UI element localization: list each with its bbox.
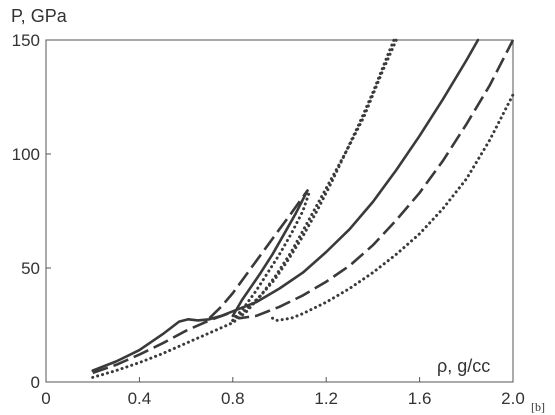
x-tick-label: 0	[41, 389, 50, 408]
y-tick-label: 0	[31, 373, 40, 392]
series-line-solid	[231, 189, 309, 318]
panel-label: [b]	[531, 400, 545, 414]
series-line-dashed	[92, 39, 515, 375]
x-tick-label: 1.6	[408, 389, 432, 408]
y-tick-label: 50	[21, 259, 40, 278]
y-tick-label: 150	[12, 31, 40, 50]
chart-labels: P, GPa ρ, g/cc [b]	[11, 6, 545, 414]
plot-frame	[45, 39, 514, 383]
series-line-dashed	[208, 189, 309, 320]
chart-axes: 0 0.4 0.8 1.2 1.6 2.0 0 50 100 150	[12, 31, 525, 408]
series-line-dotted	[231, 189, 312, 322]
y-tick-label: 100	[12, 145, 40, 164]
x-tick-label: 0.4	[128, 389, 152, 408]
chart-series	[91, 38, 515, 379]
series-line-dotted	[271, 93, 515, 322]
x-axis-title: ρ, g/cc	[437, 356, 490, 376]
series-line-dotted	[91, 38, 398, 379]
series-line-dotted	[231, 38, 396, 322]
x-tick-label: 1.2	[314, 389, 338, 408]
x-tick-label: 0.8	[221, 389, 245, 408]
series-line-solid	[91, 38, 480, 372]
y-axis-title: P, GPa	[11, 6, 68, 26]
x-tick-label: 2.0	[501, 389, 525, 408]
